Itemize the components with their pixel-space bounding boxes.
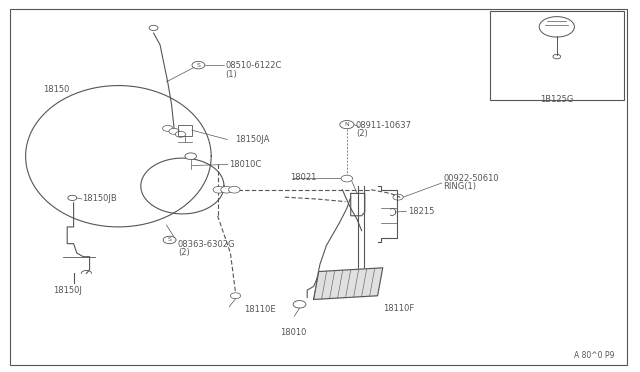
Text: S: S [168, 237, 172, 243]
Circle shape [163, 236, 176, 244]
Text: 18150JB: 18150JB [82, 194, 116, 203]
Bar [178, 125, 192, 136]
Text: 18150JA: 18150JA [236, 135, 270, 144]
Text: N: N [344, 122, 349, 127]
Circle shape [163, 125, 173, 131]
Text: (1): (1) [225, 70, 237, 79]
Text: 08510-6122C: 08510-6122C [225, 61, 282, 70]
Text: 08363-6302G: 08363-6302G [178, 240, 236, 249]
Text: 18150: 18150 [44, 85, 70, 94]
Text: A 80^0 P9: A 80^0 P9 [574, 351, 614, 360]
Circle shape [228, 186, 240, 193]
Circle shape [340, 121, 354, 129]
Text: 18150J: 18150J [53, 286, 82, 295]
Text: 00922-50610: 00922-50610 [444, 174, 499, 183]
Circle shape [213, 186, 225, 193]
Circle shape [341, 175, 353, 182]
Circle shape [169, 128, 179, 134]
Text: 18215: 18215 [408, 207, 435, 216]
Text: 18110E: 18110E [244, 305, 276, 314]
Text: 1B125G: 1B125G [540, 95, 573, 104]
Circle shape [221, 186, 232, 193]
Text: (2): (2) [178, 248, 189, 257]
Polygon shape [314, 268, 383, 299]
Circle shape [68, 195, 77, 201]
Text: (2): (2) [356, 129, 367, 138]
Circle shape [192, 61, 205, 69]
Text: 18010: 18010 [280, 328, 307, 337]
Text: 18010C: 18010C [229, 160, 261, 169]
Circle shape [185, 153, 196, 160]
Bar [490, 11, 624, 100]
Text: RING(1): RING(1) [444, 182, 477, 190]
Text: 08911-10637: 08911-10637 [356, 121, 412, 130]
Text: 18021: 18021 [290, 173, 316, 182]
Text: 18110F: 18110F [383, 304, 414, 313]
Circle shape [175, 131, 186, 137]
Text: S: S [196, 62, 200, 68]
